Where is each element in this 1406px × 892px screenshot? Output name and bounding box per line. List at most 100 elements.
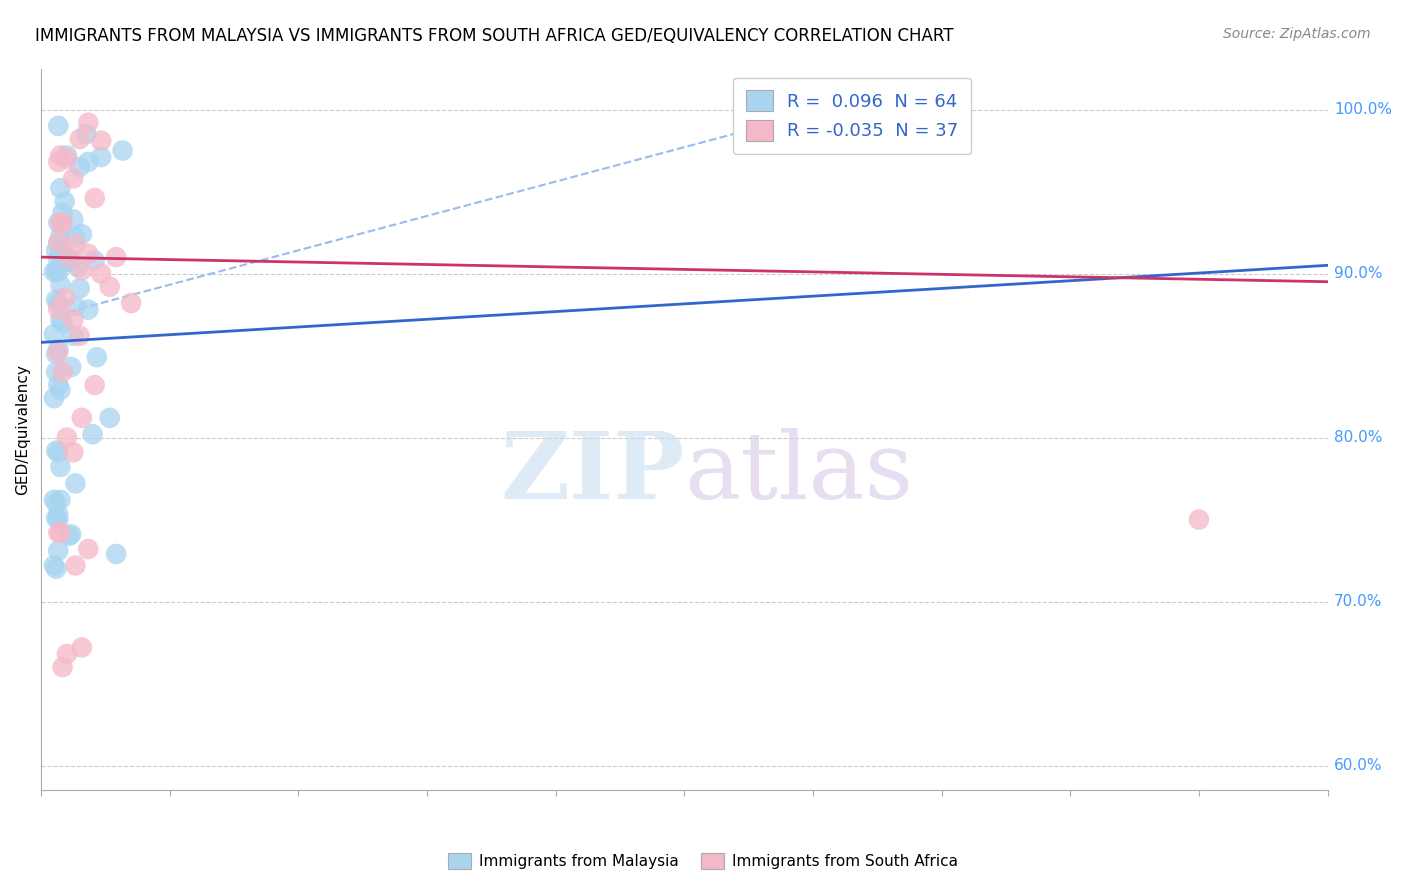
Point xyxy=(83,191,105,205)
Point xyxy=(98,279,121,293)
Point xyxy=(62,312,84,326)
Point xyxy=(49,278,72,293)
Point xyxy=(111,144,134,158)
Point xyxy=(1188,512,1211,526)
Point xyxy=(42,265,65,279)
Point xyxy=(49,216,72,230)
Point xyxy=(51,250,73,264)
Point xyxy=(46,252,69,266)
Point xyxy=(42,558,65,573)
Point xyxy=(42,327,65,342)
Point xyxy=(60,253,83,268)
Point xyxy=(66,260,89,274)
Text: 80.0%: 80.0% xyxy=(1334,430,1382,445)
Point xyxy=(58,255,80,269)
Point xyxy=(70,640,93,655)
Point xyxy=(65,230,87,244)
Point xyxy=(120,296,142,310)
Point xyxy=(65,558,87,573)
Point xyxy=(70,227,93,242)
Point xyxy=(51,365,73,379)
Legend: R =  0.096  N = 64, R = -0.035  N = 37: R = 0.096 N = 64, R = -0.035 N = 37 xyxy=(733,78,972,153)
Point xyxy=(46,525,69,540)
Point xyxy=(77,542,100,557)
Text: Source: ZipAtlas.com: Source: ZipAtlas.com xyxy=(1223,27,1371,41)
Point xyxy=(45,293,67,307)
Point xyxy=(105,547,128,561)
Point xyxy=(98,410,121,425)
Point xyxy=(70,410,93,425)
Point xyxy=(69,132,91,146)
Point xyxy=(45,263,67,277)
Point xyxy=(42,492,65,507)
Point xyxy=(45,562,67,576)
Point xyxy=(65,237,87,252)
Point xyxy=(56,148,79,162)
Point xyxy=(69,329,91,343)
Point xyxy=(46,237,69,252)
Point xyxy=(42,391,65,405)
Point xyxy=(58,250,80,264)
Text: 90.0%: 90.0% xyxy=(1334,266,1382,281)
Point xyxy=(46,235,69,250)
Point xyxy=(45,365,67,379)
Point xyxy=(58,529,80,543)
Point xyxy=(45,496,67,510)
Point xyxy=(51,219,73,233)
Point xyxy=(90,134,112,148)
Point xyxy=(69,160,91,174)
Point xyxy=(51,316,73,330)
Point xyxy=(46,302,69,317)
Y-axis label: GED/Equivalency: GED/Equivalency xyxy=(15,364,30,495)
Point xyxy=(46,512,69,526)
Point xyxy=(51,660,73,674)
Point xyxy=(45,443,67,458)
Point xyxy=(83,253,105,268)
Point xyxy=(49,181,72,195)
Point xyxy=(82,427,104,442)
Point xyxy=(60,359,83,374)
Point xyxy=(90,267,112,281)
Text: 70.0%: 70.0% xyxy=(1334,594,1382,609)
Point xyxy=(46,345,69,359)
Point xyxy=(46,342,69,356)
Text: 60.0%: 60.0% xyxy=(1334,758,1382,773)
Point xyxy=(62,329,84,343)
Point xyxy=(56,431,79,445)
Point xyxy=(46,378,69,392)
Text: 100.0%: 100.0% xyxy=(1334,102,1392,117)
Point xyxy=(46,445,69,459)
Point xyxy=(49,247,72,261)
Point xyxy=(46,216,69,230)
Point xyxy=(46,155,69,169)
Point xyxy=(49,148,72,162)
Point xyxy=(46,296,69,310)
Point xyxy=(53,194,76,209)
Text: ZIP: ZIP xyxy=(501,427,685,517)
Legend: Immigrants from Malaysia, Immigrants from South Africa: Immigrants from Malaysia, Immigrants fro… xyxy=(441,847,965,875)
Point xyxy=(46,265,69,279)
Point xyxy=(45,511,67,525)
Point xyxy=(49,228,72,243)
Point xyxy=(60,527,83,541)
Point xyxy=(62,212,84,227)
Point xyxy=(45,244,67,258)
Point xyxy=(77,155,100,169)
Point xyxy=(83,378,105,392)
Point xyxy=(86,350,108,364)
Point xyxy=(65,476,87,491)
Point xyxy=(75,127,97,141)
Point xyxy=(62,171,84,186)
Point xyxy=(46,543,69,558)
Point xyxy=(56,152,79,166)
Point xyxy=(49,492,72,507)
Point xyxy=(77,247,100,261)
Point xyxy=(49,383,72,397)
Text: IMMIGRANTS FROM MALAYSIA VS IMMIGRANTS FROM SOUTH AFRICA GED/EQUIVALENCY CORRELA: IMMIGRANTS FROM MALAYSIA VS IMMIGRANTS F… xyxy=(35,27,953,45)
Point xyxy=(49,525,72,540)
Point xyxy=(105,250,128,264)
Point xyxy=(90,150,112,164)
Point xyxy=(62,445,84,459)
Point xyxy=(49,460,72,475)
Point xyxy=(49,312,72,326)
